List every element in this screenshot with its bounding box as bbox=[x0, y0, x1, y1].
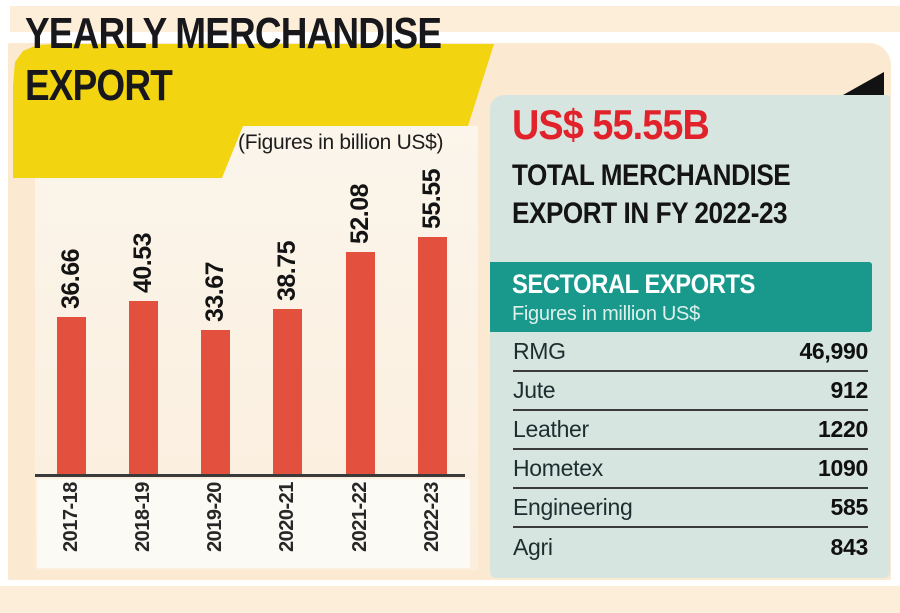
sector-name: Engineering bbox=[513, 494, 633, 520]
bar-2017-18 bbox=[57, 317, 86, 474]
bar-chart: 36.66 40.53 33.67 38.75 52.08 55.55 2017-18 20… bbox=[35, 126, 478, 570]
x-tick-label: 2022-23 bbox=[421, 482, 443, 552]
chart-subtitle: (Figures in billion US$) bbox=[238, 131, 444, 154]
table-row: Agri 843 bbox=[513, 528, 868, 567]
sectoral-exports-subtitle: Figures in million US$ bbox=[512, 303, 700, 325]
sector-name: Hometex bbox=[513, 455, 603, 481]
bar-2022-23 bbox=[418, 237, 447, 474]
bar-value-label: 36.66 bbox=[57, 248, 85, 309]
bar-2020-21 bbox=[273, 309, 302, 474]
x-tick-label: 2019-20 bbox=[204, 482, 226, 552]
sectoral-exports-header-band: SECTORAL EXPORTS Figures in million US$ bbox=[490, 262, 872, 332]
bar-2018-19 bbox=[129, 301, 158, 474]
bar-2021-22 bbox=[346, 252, 375, 474]
sector-name: RMG bbox=[513, 338, 566, 364]
x-tick-label: 2020-21 bbox=[276, 482, 298, 552]
bottom-cream-band bbox=[0, 586, 900, 613]
bar-value-label: 40.53 bbox=[129, 232, 157, 293]
sector-value: 1090 bbox=[818, 455, 868, 481]
sectoral-exports-table: RMG 46,990 Jute 912 Leather 1220 Hometex 1090 En… bbox=[513, 333, 868, 567]
sector-name: Leather bbox=[513, 416, 589, 442]
sector-value: 1220 bbox=[818, 416, 868, 442]
total-export-caption-line1: TOTAL MERCHANDISE bbox=[512, 159, 791, 192]
table-row: Jute 912 bbox=[513, 372, 868, 411]
x-tick-label: 2018-19 bbox=[132, 482, 154, 552]
table-row: Engineering 585 bbox=[513, 489, 868, 528]
sector-value: 585 bbox=[830, 494, 869, 520]
table-row: Hometex 1090 bbox=[513, 450, 868, 489]
sector-name: Agri bbox=[513, 534, 553, 560]
page-title: YEARLY MERCHANDISE EXPORT bbox=[25, 8, 442, 112]
sector-value: 912 bbox=[830, 377, 869, 403]
bar-value-label: 55.55 bbox=[418, 168, 446, 229]
sector-name: Jute bbox=[513, 377, 556, 403]
x-axis-label-strip bbox=[37, 479, 470, 568]
sector-value: 46,990 bbox=[799, 338, 868, 364]
table-row: Leather 1220 bbox=[513, 411, 868, 450]
table-row: RMG 46,990 bbox=[513, 333, 868, 372]
page-title-line1: YEARLY MERCHANDISE bbox=[25, 9, 442, 58]
summary-panel: US$ 55.55B TOTAL MERCHANDISE EXPORT IN F… bbox=[490, 95, 890, 578]
bar-value-label: 38.75 bbox=[273, 240, 301, 301]
page-title-line2: EXPORT bbox=[25, 61, 173, 110]
bar-2019-20 bbox=[201, 330, 230, 474]
x-axis-line bbox=[35, 474, 465, 477]
bar-value-label: 52.08 bbox=[346, 183, 374, 244]
x-tick-label: 2017-18 bbox=[60, 482, 82, 552]
x-tick-label: 2021-22 bbox=[349, 482, 371, 552]
total-export-caption-line2: EXPORT IN FY 2022-23 bbox=[512, 197, 788, 230]
sector-value: 843 bbox=[830, 534, 869, 560]
top-cream-band bbox=[10, 6, 900, 32]
total-export-amount: US$ 55.55B bbox=[512, 101, 710, 148]
sectoral-exports-title: SECTORAL EXPORTS bbox=[512, 269, 755, 299]
bar-value-label: 33.67 bbox=[201, 261, 229, 322]
